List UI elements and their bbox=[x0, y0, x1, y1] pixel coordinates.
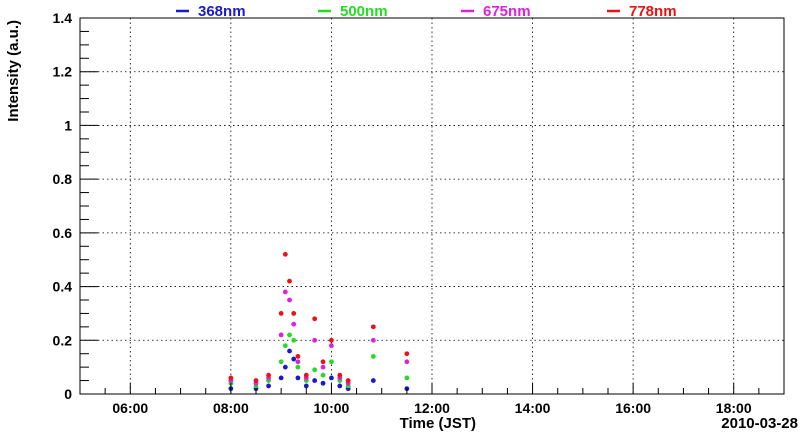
data-point bbox=[287, 297, 292, 303]
y-tick-label: 0.2 bbox=[53, 332, 73, 348]
legend-entry: 675nm bbox=[483, 3, 531, 20]
data-point bbox=[320, 364, 326, 370]
data-point bbox=[291, 356, 297, 362]
y-tick-label: 0.4 bbox=[53, 279, 73, 295]
data-point bbox=[370, 324, 376, 330]
data-point bbox=[370, 378, 376, 383]
data-point bbox=[370, 337, 376, 343]
data-point bbox=[282, 364, 288, 370]
data-point bbox=[253, 378, 259, 383]
x-axis-title: Time (JST) bbox=[400, 415, 476, 432]
data-point bbox=[404, 359, 410, 365]
data-point bbox=[312, 316, 318, 322]
data-point bbox=[282, 289, 288, 295]
x-tick-label: 18:00 bbox=[716, 400, 752, 416]
data-point bbox=[282, 251, 288, 257]
axes: 06:00 08:00 10:00 12:00 14:00 16:00 18:00 0 0.2 0… bbox=[53, 10, 785, 416]
data-point bbox=[337, 372, 343, 378]
data-point bbox=[303, 372, 309, 378]
y-tick-label: 1.2 bbox=[53, 64, 73, 80]
data-point bbox=[320, 359, 326, 365]
x-tick-label: 14:00 bbox=[515, 400, 551, 416]
y-tick-label: 0 bbox=[64, 386, 72, 402]
y-tick-label: 1.4 bbox=[53, 10, 73, 26]
data-point bbox=[228, 375, 234, 381]
data-point bbox=[295, 354, 301, 359]
data-point bbox=[320, 372, 326, 378]
x-tick-label: 08:00 bbox=[213, 400, 249, 416]
data-point bbox=[404, 351, 410, 357]
data-point bbox=[287, 278, 292, 284]
data-point bbox=[370, 354, 376, 359]
data-point bbox=[295, 364, 301, 370]
x-tick-label: 06:00 bbox=[112, 400, 148, 416]
data-point bbox=[266, 372, 271, 378]
data-point bbox=[278, 311, 284, 316]
x-tick-label: 12:00 bbox=[414, 400, 450, 416]
x-tick-label: 16:00 bbox=[615, 400, 651, 416]
data-point bbox=[404, 375, 410, 381]
y-tick-label: 0.6 bbox=[53, 225, 73, 241]
data-points bbox=[228, 251, 410, 392]
data-point bbox=[345, 378, 351, 383]
data-point bbox=[278, 332, 284, 338]
y-axis-title: Intensity (a.u.) bbox=[5, 20, 22, 122]
data-point bbox=[287, 332, 292, 338]
legend-entry: 500nm bbox=[340, 3, 388, 20]
data-point bbox=[312, 337, 318, 343]
data-point bbox=[329, 375, 334, 381]
data-point bbox=[278, 375, 284, 381]
data-point bbox=[320, 380, 326, 386]
data-point bbox=[278, 359, 284, 365]
data-point bbox=[291, 321, 297, 327]
x-tick-label: 10:00 bbox=[314, 400, 350, 416]
legend-entry: 368nm bbox=[198, 3, 246, 20]
data-point bbox=[282, 343, 288, 349]
grid bbox=[80, 18, 784, 394]
legend: 368nm 500nm 675nm 778nm bbox=[176, 3, 677, 20]
legend-entry: 778nm bbox=[629, 3, 677, 20]
data-point bbox=[291, 337, 297, 343]
data-point bbox=[287, 348, 292, 354]
data-point bbox=[266, 383, 271, 389]
data-point bbox=[329, 343, 334, 349]
data-point bbox=[312, 378, 318, 383]
data-point bbox=[295, 375, 301, 381]
data-point bbox=[295, 359, 301, 365]
data-point bbox=[329, 359, 334, 365]
data-point bbox=[312, 367, 318, 373]
y-tick-label: 1 bbox=[64, 117, 72, 133]
data-point bbox=[303, 383, 309, 389]
data-point bbox=[337, 383, 343, 389]
data-point bbox=[329, 337, 334, 343]
data-point bbox=[291, 311, 297, 316]
date-label: 2010-03-28 bbox=[721, 415, 798, 432]
y-tick-label: 0.8 bbox=[53, 171, 73, 187]
